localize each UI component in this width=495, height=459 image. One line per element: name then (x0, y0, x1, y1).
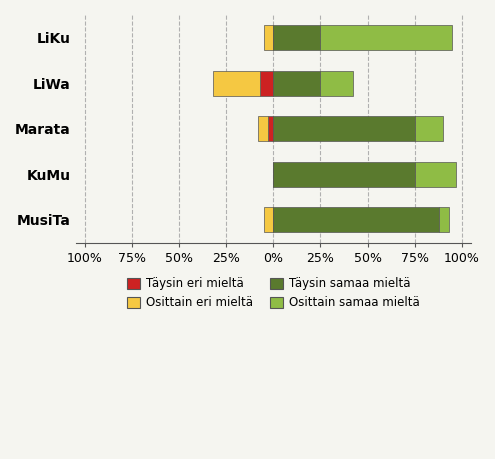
Bar (273, 71, 320, 96)
Bar (415, 116, 443, 141)
Bar (320, 71, 352, 96)
Bar (415, 162, 456, 187)
Bar (439, 207, 448, 232)
Bar (273, 116, 415, 141)
Bar (273, 207, 439, 232)
Bar (268, 116, 273, 141)
Bar (273, 162, 415, 187)
Legend: Täysin eri mieltä, Osittain eri mieltä, Täysin samaa mieltä, Osittain samaa miel: Täysin eri mieltä, Osittain eri mieltä, … (122, 273, 425, 314)
Bar (264, 207, 273, 232)
Bar (260, 71, 273, 96)
Bar (320, 25, 452, 50)
Bar (213, 71, 260, 96)
Bar (273, 25, 320, 50)
Bar (264, 25, 273, 50)
Bar (258, 116, 268, 141)
